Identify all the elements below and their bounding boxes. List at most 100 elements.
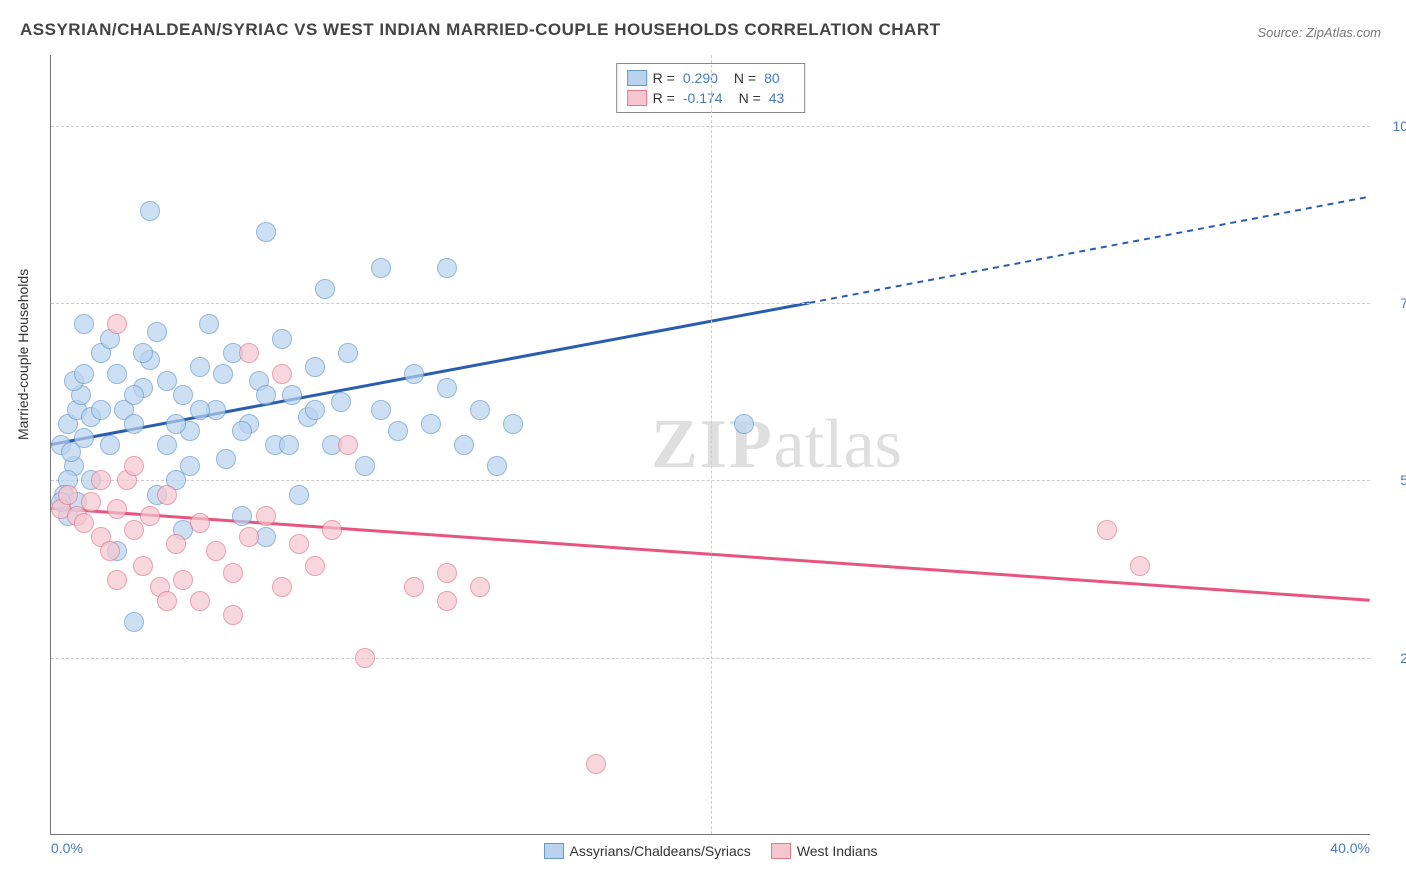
scatter-point [133, 556, 153, 576]
legend-r-value: 0.290 [683, 68, 718, 88]
scatter-point [279, 435, 299, 455]
scatter-point [199, 314, 219, 334]
legend-n-value: 80 [764, 68, 780, 88]
scatter-point [586, 754, 606, 774]
scatter-point [100, 541, 120, 561]
legend-series-label: West Indians [797, 843, 878, 859]
y-tick-label: 50.0% [1380, 472, 1406, 488]
scatter-point [140, 506, 160, 526]
x-tick-label: 0.0% [51, 840, 83, 856]
scatter-point [166, 534, 186, 554]
legend-n-label: N = [734, 68, 756, 88]
scatter-point [1097, 520, 1117, 540]
watermark: ZIPatlas [651, 405, 902, 485]
scatter-point [289, 534, 309, 554]
scatter-point [223, 605, 243, 625]
scatter-point [421, 414, 441, 434]
source-label: Source: ZipAtlas.com [1257, 25, 1381, 40]
scatter-point [404, 364, 424, 384]
legend-r-label: R = [653, 68, 675, 88]
scatter-point [503, 414, 523, 434]
scatter-point [74, 513, 94, 533]
scatter-point [470, 577, 490, 597]
scatter-point [239, 343, 259, 363]
scatter-point [124, 612, 144, 632]
scatter-point [157, 591, 177, 611]
scatter-point [190, 400, 210, 420]
scatter-point [190, 357, 210, 377]
scatter-point [107, 314, 127, 334]
scatter-point [58, 485, 78, 505]
watermark-atlas: atlas [774, 406, 902, 483]
scatter-point [74, 428, 94, 448]
scatter-point [91, 470, 111, 490]
scatter-point [437, 563, 457, 583]
scatter-point [173, 570, 193, 590]
scatter-point [1130, 556, 1150, 576]
scatter-point [470, 400, 490, 420]
scatter-point [338, 343, 358, 363]
scatter-point [213, 364, 233, 384]
scatter-point [140, 201, 160, 221]
scatter-point [216, 449, 236, 469]
scatter-point [91, 400, 111, 420]
scatter-point [282, 385, 302, 405]
y-axis-label: Married-couple Households [15, 269, 31, 440]
scatter-point [272, 329, 292, 349]
scatter-point [232, 506, 252, 526]
scatter-point [74, 314, 94, 334]
scatter-point [107, 499, 127, 519]
scatter-point [74, 364, 94, 384]
legend-n-value: 43 [769, 88, 785, 108]
legend-swatch [627, 70, 647, 86]
scatter-point [256, 222, 276, 242]
scatter-point [487, 456, 507, 476]
legend-item: Assyrians/Chaldeans/Syriacs [544, 843, 751, 859]
scatter-point [180, 456, 200, 476]
legend-item: West Indians [771, 843, 878, 859]
scatter-point [331, 392, 351, 412]
chart-title: ASSYRIAN/CHALDEAN/SYRIAC VS WEST INDIAN … [20, 20, 941, 40]
trend-line [809, 197, 1369, 303]
scatter-point [322, 520, 342, 540]
scatter-point [232, 421, 252, 441]
legend-swatch [771, 843, 791, 859]
y-tick-label: 25.0% [1380, 650, 1406, 666]
plot-area: ZIPatlas R = 0.290N = 80R = -0.174N = 43… [50, 55, 1370, 835]
series-legend: Assyrians/Chaldeans/Syriacs West Indians [544, 843, 878, 859]
scatter-point [157, 485, 177, 505]
scatter-point [437, 258, 457, 278]
scatter-point [371, 258, 391, 278]
gridline-v [711, 55, 712, 834]
scatter-point [454, 435, 474, 455]
scatter-point [388, 421, 408, 441]
scatter-point [315, 279, 335, 299]
scatter-point [355, 648, 375, 668]
scatter-point [107, 570, 127, 590]
watermark-zip: ZIP [651, 406, 774, 483]
scatter-point [173, 385, 193, 405]
scatter-point [305, 556, 325, 576]
scatter-point [272, 364, 292, 384]
scatter-point [100, 435, 120, 455]
scatter-point [404, 577, 424, 597]
scatter-point [355, 456, 375, 476]
scatter-point [157, 435, 177, 455]
scatter-point [338, 435, 358, 455]
scatter-point [305, 400, 325, 420]
scatter-point [437, 378, 457, 398]
y-tick-label: 100.0% [1380, 118, 1406, 134]
scatter-point [157, 371, 177, 391]
legend-swatch [544, 843, 564, 859]
scatter-point [133, 343, 153, 363]
x-tick-label: 40.0% [1330, 840, 1370, 856]
scatter-point [166, 414, 186, 434]
scatter-point [256, 506, 276, 526]
scatter-point [147, 322, 167, 342]
scatter-point [256, 385, 276, 405]
scatter-point [272, 577, 292, 597]
scatter-point [190, 513, 210, 533]
scatter-point [305, 357, 325, 377]
scatter-point [223, 563, 243, 583]
legend-series-label: Assyrians/Chaldeans/Syriacs [570, 843, 751, 859]
